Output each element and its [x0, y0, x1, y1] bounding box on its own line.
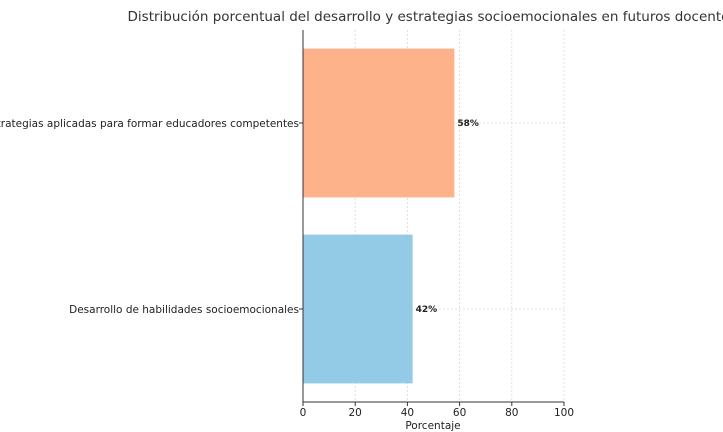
- axes: [299, 30, 565, 406]
- x-tick-label-100: 100: [554, 407, 574, 419]
- category-label-0: Desarrollo de habilidades socioemocional…: [69, 304, 299, 316]
- x-tick-label-0: 0: [300, 407, 307, 419]
- x-tick-label-60: 60: [453, 407, 466, 419]
- bars: [303, 48, 455, 384]
- data-label-0: 42%: [416, 305, 438, 315]
- x-tick-label-20: 20: [349, 407, 362, 419]
- x-axis-title: Porcentaje: [405, 420, 460, 432]
- x-tick-label-80: 80: [505, 407, 518, 419]
- data-label-1: 58%: [457, 119, 479, 129]
- bar-0: [303, 234, 413, 384]
- labels: 42% Desarrollo de habilidades socioemocio…: [0, 118, 574, 419]
- chart-title: Distribución porcentual del desarrollo y…: [128, 9, 723, 25]
- x-tick-label-40: 40: [401, 407, 414, 419]
- category-label-1: Estrategias aplicadas para formar educad…: [0, 118, 299, 130]
- bar-1: [303, 48, 455, 198]
